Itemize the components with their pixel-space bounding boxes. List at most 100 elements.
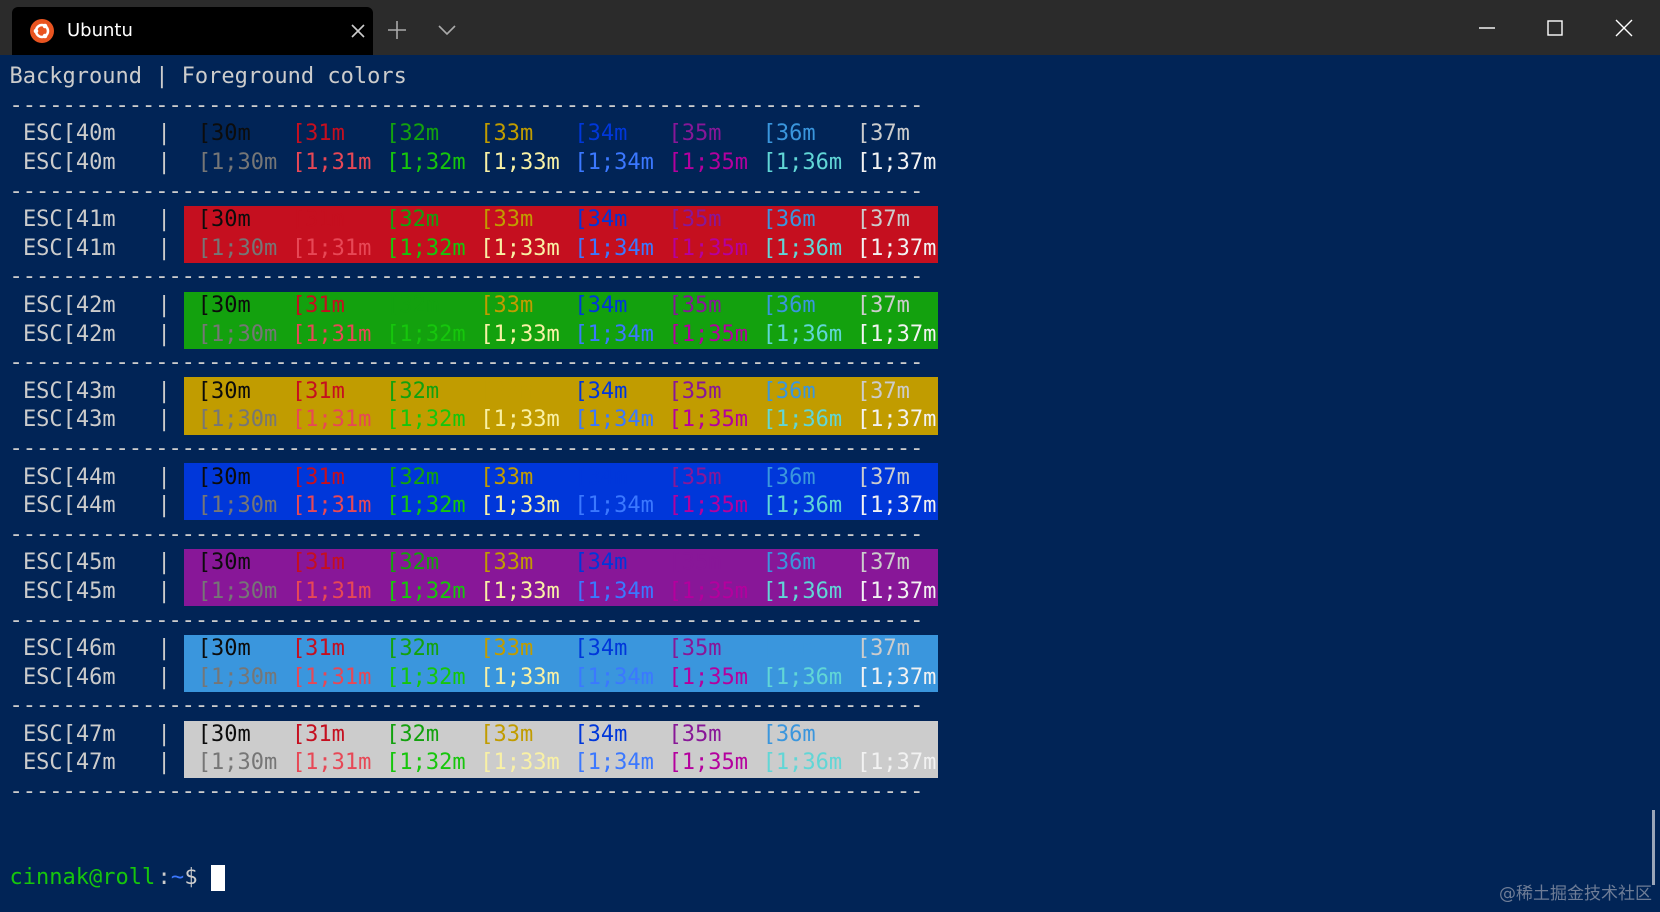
- row-label: ESC[46m: [22, 636, 116, 662]
- row-label: ESC[44m: [22, 464, 116, 490]
- prompt-symbol: $: [184, 864, 198, 890]
- color-sample: [37m: [856, 378, 910, 404]
- color-sample: [36m: [762, 550, 816, 576]
- bold-color-sample: [1;30m: [197, 235, 278, 261]
- bold-color-sample: [1;32m: [386, 664, 466, 690]
- scrollbar[interactable]: [1652, 810, 1655, 885]
- minimize-button[interactable]: [1475, 16, 1499, 40]
- tab-close[interactable]: [348, 21, 368, 41]
- color-sample: [37m: [856, 121, 910, 147]
- bold-color-sample: [1;35m: [668, 407, 749, 433]
- watermark: @稀土掘金技术社区: [1499, 884, 1652, 904]
- background-swatch: [184, 463, 938, 521]
- bold-color-sample: [1;30m: [197, 578, 278, 604]
- header: Background | Foreground colors: [9, 64, 407, 90]
- bold-color-sample: [1;35m: [668, 150, 749, 176]
- color-sample: [33m: [480, 378, 534, 404]
- color-sample: [36m: [762, 721, 816, 747]
- color-sample: [34m: [574, 121, 628, 147]
- bold-color-sample: [1;37m: [856, 407, 937, 433]
- row-label: ESC[42m: [22, 293, 116, 319]
- bold-color-sample: [1;34m: [574, 578, 654, 604]
- bold-color-sample: [1;34m: [574, 750, 654, 776]
- bold-color-sample: [1;34m: [574, 664, 654, 690]
- color-sample: [33m: [480, 121, 534, 147]
- color-sample: [32m: [386, 636, 440, 662]
- bold-color-sample: [1;37m: [856, 150, 937, 176]
- bold-color-sample: [1;33m: [480, 493, 560, 519]
- color-sample: [32m: [386, 207, 440, 233]
- color-sample: [34m: [574, 464, 628, 490]
- divider: |: [157, 578, 171, 604]
- maximize-button[interactable]: [1543, 16, 1567, 40]
- bold-color-sample: [1;32m: [386, 235, 466, 261]
- bold-color-sample: [1;36m: [762, 407, 843, 433]
- color-sample: [33m: [480, 550, 534, 576]
- color-sample: [30m: [197, 550, 251, 576]
- color-sample: [31m: [291, 378, 345, 404]
- divider: |: [157, 493, 171, 519]
- rule: ----------------------------------------…: [9, 178, 924, 204]
- bold-color-sample: [1;30m: [197, 321, 278, 347]
- color-sample: [32m: [386, 378, 440, 404]
- bold-color-sample: [1;36m: [762, 578, 843, 604]
- bold-color-sample: [1;34m: [574, 321, 654, 347]
- bold-color-sample: [1;30m: [197, 664, 278, 690]
- color-sample: [31m: [291, 293, 345, 319]
- row-label: ESC[45m: [22, 550, 116, 576]
- bold-color-sample: [1;35m: [668, 321, 749, 347]
- rule: ----------------------------------------…: [9, 264, 924, 290]
- divider: |: [157, 378, 171, 404]
- color-sample: [32m: [386, 464, 440, 490]
- bold-color-sample: [1;37m: [856, 750, 937, 776]
- background-swatch: [184, 205, 938, 264]
- color-sample: [35m: [668, 464, 722, 490]
- color-sample: [34m: [574, 550, 628, 576]
- rule: ----------------------------------------…: [9, 350, 924, 376]
- tab-title: Ubuntu: [67, 20, 133, 41]
- row-label: ESC[45m: [22, 578, 116, 604]
- bold-color-sample: [1;33m: [480, 578, 560, 604]
- close-button[interactable]: [1612, 16, 1636, 40]
- tab[interactable]: Ubuntu: [12, 7, 373, 55]
- divider: |: [157, 407, 171, 433]
- bold-color-sample: [1;31m: [291, 321, 372, 347]
- bold-color-sample: [1;34m: [574, 407, 654, 433]
- color-sample: [31m: [291, 636, 345, 662]
- bold-color-sample: [1;35m: [668, 493, 749, 519]
- bold-color-sample: [1;33m: [480, 664, 560, 690]
- color-sample: [37m: [856, 464, 910, 490]
- bold-color-sample: [1;33m: [480, 150, 560, 176]
- color-sample: [37m: [856, 636, 910, 662]
- bold-color-sample: [1;32m: [386, 150, 466, 176]
- color-sample: [31m: [291, 550, 345, 576]
- bold-color-sample: [1;35m: [668, 664, 749, 690]
- bold-color-sample: [1;37m: [856, 493, 937, 519]
- bold-color-sample: [1;35m: [668, 578, 749, 604]
- color-sample: [34m: [574, 207, 628, 233]
- bold-color-sample: [1;36m: [762, 493, 843, 519]
- background-swatch: [184, 549, 938, 607]
- row-label: ESC[47m: [22, 750, 116, 776]
- color-sample: [33m: [480, 207, 534, 233]
- row-label: ESC[41m: [22, 207, 116, 233]
- bold-color-sample: [1;31m: [291, 578, 372, 604]
- rule: ----------------------------------------…: [9, 435, 924, 461]
- color-sample: [37m: [856, 550, 910, 576]
- prompt-path: ~: [170, 864, 185, 890]
- prompt-user: cinnak@roll: [9, 864, 156, 890]
- cursor: [211, 864, 225, 891]
- color-sample: [36m: [762, 207, 816, 233]
- color-sample: [35m: [668, 293, 722, 319]
- color-sample: [36m: [762, 378, 816, 404]
- color-sample: [30m: [197, 464, 251, 490]
- dropdown-button[interactable]: [435, 18, 459, 42]
- bold-color-sample: [1;34m: [574, 493, 654, 519]
- background-swatch: [184, 634, 938, 692]
- color-sample: [30m: [197, 721, 251, 747]
- divider: |: [157, 750, 171, 776]
- bold-color-sample: [1;37m: [856, 235, 937, 261]
- new-tab-button[interactable]: [385, 18, 409, 42]
- color-sample: [31m: [291, 121, 345, 147]
- bold-color-sample: [1;33m: [480, 235, 560, 261]
